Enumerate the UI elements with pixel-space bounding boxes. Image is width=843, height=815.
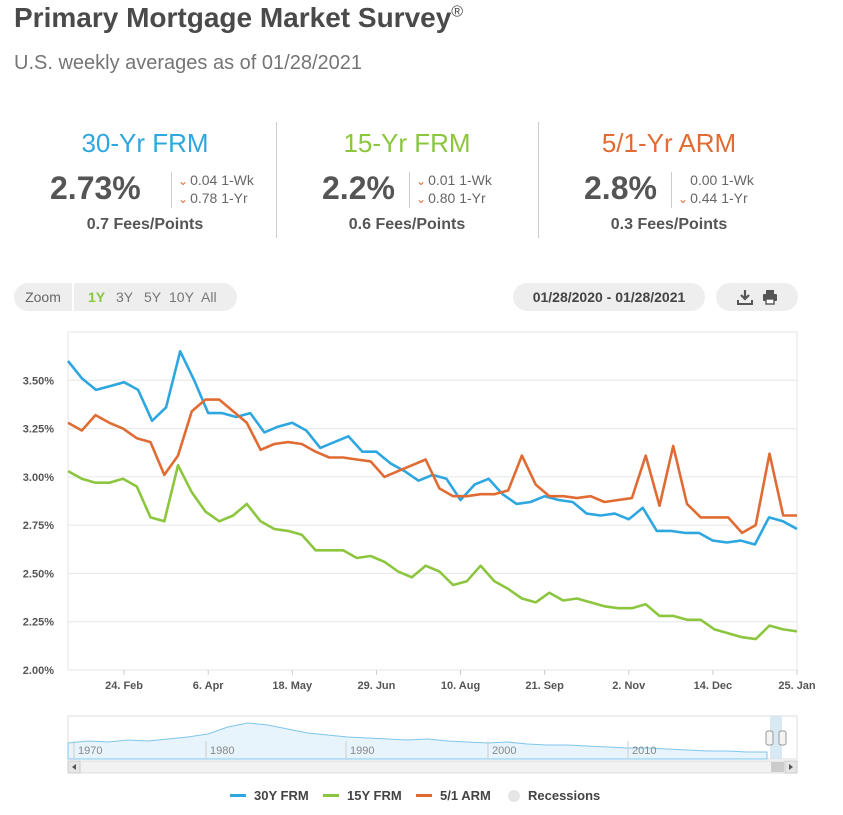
export-controls bbox=[716, 283, 798, 311]
stat-15yr: 15-Yr FRM 2.2% ⌄ 0.01 1-Wk ⌄ 0.80 1-Yr 0.6… bbox=[277, 122, 537, 240]
chevron-left-icon bbox=[72, 764, 76, 770]
legend-swatch bbox=[323, 794, 339, 798]
navigator-tick-label: 1990 bbox=[350, 745, 374, 757]
stat-rate: 2.73% bbox=[50, 170, 141, 206]
navigator-chart[interactable]: 1970 1980 1990 2000 2010 bbox=[0, 715, 843, 777]
stat-rate: 2.8% bbox=[584, 170, 657, 206]
x-tick-label: 14. Dec bbox=[694, 680, 733, 692]
stat-name: 30-Yr FRM bbox=[81, 128, 209, 158]
navigator-right-handle[interactable] bbox=[778, 730, 787, 746]
stat-changes: ⌄0.00 1-Wk ⌄0.44 1-Yr bbox=[671, 172, 754, 208]
series-line-5-1-arm bbox=[67, 398, 797, 535]
legend-item-arm[interactable]: 5/1 ARM bbox=[416, 788, 491, 803]
legend-label: 15Y FRM bbox=[347, 788, 402, 803]
zoom-10y-button[interactable]: 10Y bbox=[169, 289, 194, 305]
y-tick-label: 2.50% bbox=[23, 568, 54, 580]
stat-30yr: 30-Yr FRM 2.73% ⌄ 0.04 1-Wk ⌄ 0.78 1-Yr 0.… bbox=[15, 122, 275, 240]
divider bbox=[538, 122, 539, 238]
x-tick-label: 25. Jan bbox=[778, 680, 816, 692]
y-tick-label: 3.00% bbox=[23, 472, 54, 484]
y-tick-label: 3.50% bbox=[23, 375, 54, 387]
x-tick-label: 6. Apr bbox=[193, 680, 224, 692]
stat-week-change: 0.00 1-Wk bbox=[690, 172, 754, 188]
stat-fees: 0.3 Fees/Points bbox=[610, 216, 728, 233]
chart-legend: 30Y FRM 15Y FRM 5/1 ARM Recessions bbox=[0, 788, 843, 808]
stat-week-change: 0.04 1-Wk bbox=[190, 172, 254, 188]
down-arrow-icon: ⌄ bbox=[416, 174, 427, 188]
x-tick-label: 29. Jun bbox=[357, 680, 395, 692]
zoom-5y-button[interactable]: 5Y bbox=[144, 289, 162, 305]
x-tick-label: 2. Nov bbox=[612, 680, 646, 692]
stat-week-change: 0.01 1-Wk bbox=[428, 172, 492, 188]
navigator-tick-label: 1980 bbox=[210, 745, 234, 757]
divider bbox=[276, 122, 277, 238]
stat-changes: ⌄ 0.01 1-Wk ⌄ 0.80 1-Yr bbox=[409, 172, 492, 208]
plot-area bbox=[67, 331, 798, 671]
stat-year-change: 0.44 1-Yr bbox=[690, 190, 748, 206]
zoom-control: Zoom 1Y 3Y 5Y 10Y All bbox=[14, 283, 237, 311]
date-range-display[interactable]: 01/28/2020 - 01/28/2021 bbox=[513, 283, 705, 311]
legend-label: Recessions bbox=[528, 788, 601, 803]
x-tick-label: 10. Aug bbox=[441, 680, 480, 692]
navigator-tick-label: 1970 bbox=[78, 745, 102, 757]
navigator-series bbox=[67, 722, 768, 760]
registered-mark: ® bbox=[451, 3, 464, 21]
legend-swatch bbox=[230, 794, 246, 798]
scrollbar-thumb[interactable] bbox=[771, 762, 784, 772]
stat-name: 15-Yr FRM bbox=[343, 128, 471, 158]
stat-changes: ⌄ 0.04 1-Wk ⌄ 0.78 1-Yr bbox=[171, 172, 254, 208]
x-tick-label: 21. Sep bbox=[525, 680, 564, 692]
stat-name: 5/1-Yr ARM bbox=[601, 128, 737, 158]
stat-year-change: 0.80 1-Yr bbox=[428, 190, 486, 206]
page-subtitle: U.S. weekly averages as of 01/28/2021 bbox=[14, 52, 362, 74]
x-tick-label: 18. May bbox=[272, 680, 313, 692]
legend-item-15y[interactable]: 15Y FRM bbox=[323, 788, 402, 803]
legend-label: 30Y FRM bbox=[254, 788, 309, 803]
legend-item-30y[interactable]: 30Y FRM bbox=[230, 788, 309, 803]
stat-year-change: 0.78 1-Yr bbox=[190, 190, 248, 206]
y-tick-label: 2.25% bbox=[23, 617, 54, 629]
stat-rate: 2.2% bbox=[322, 170, 395, 206]
legend-label: 5/1 ARM bbox=[440, 788, 491, 803]
print-icon[interactable] bbox=[761, 288, 779, 306]
stat-fees: 0.6 Fees/Points bbox=[348, 216, 466, 233]
zoom-all-button[interactable]: All bbox=[201, 289, 217, 305]
legend-swatch bbox=[508, 789, 520, 802]
navigator-selection[interactable] bbox=[770, 716, 782, 759]
legend-item-recessions[interactable]: Recessions bbox=[508, 788, 600, 803]
x-tick-label: 24. Feb bbox=[105, 680, 143, 692]
legend-swatch bbox=[416, 794, 432, 798]
down-arrow-icon: ⌄ bbox=[416, 192, 427, 206]
stat-arm: 5/1-Yr ARM 2.8% ⌄0.00 1-Wk ⌄0.44 1-Yr 0.… bbox=[539, 122, 799, 240]
zoom-3y-button[interactable]: 3Y bbox=[116, 289, 134, 305]
chevron-right-icon bbox=[789, 764, 793, 770]
stat-fees: 0.7 Fees/Points bbox=[86, 216, 204, 233]
zoom-1y-button[interactable]: 1Y bbox=[88, 289, 106, 305]
page-title-text: Primary Mortgage Market Survey bbox=[14, 2, 452, 33]
navigator-tick-label: 2000 bbox=[492, 745, 516, 757]
series-line-15y-frm bbox=[67, 464, 798, 641]
navigator-left-handle[interactable] bbox=[765, 730, 774, 746]
y-tick-label: 2.75% bbox=[23, 520, 54, 532]
main-chart[interactable]: 2.00% 2.25% 2.50% 2.75% 3.00% 3.25% 3.50% 24. F… bbox=[0, 325, 843, 697]
navigator-tick-label: 2010 bbox=[632, 745, 656, 757]
y-tick-label: 3.25% bbox=[23, 424, 54, 436]
zoom-label: Zoom bbox=[14, 283, 74, 311]
down-arrow-icon: ⌄ bbox=[678, 192, 689, 206]
down-arrow-icon: ⌄ bbox=[178, 174, 189, 188]
page-title: Primary Mortgage Market Survey® bbox=[14, 2, 463, 34]
y-tick-label: 2.00% bbox=[23, 665, 54, 677]
down-arrow-icon: ⌄ bbox=[178, 192, 189, 206]
download-icon[interactable] bbox=[736, 288, 754, 306]
scrollbar-track[interactable] bbox=[67, 760, 798, 774]
